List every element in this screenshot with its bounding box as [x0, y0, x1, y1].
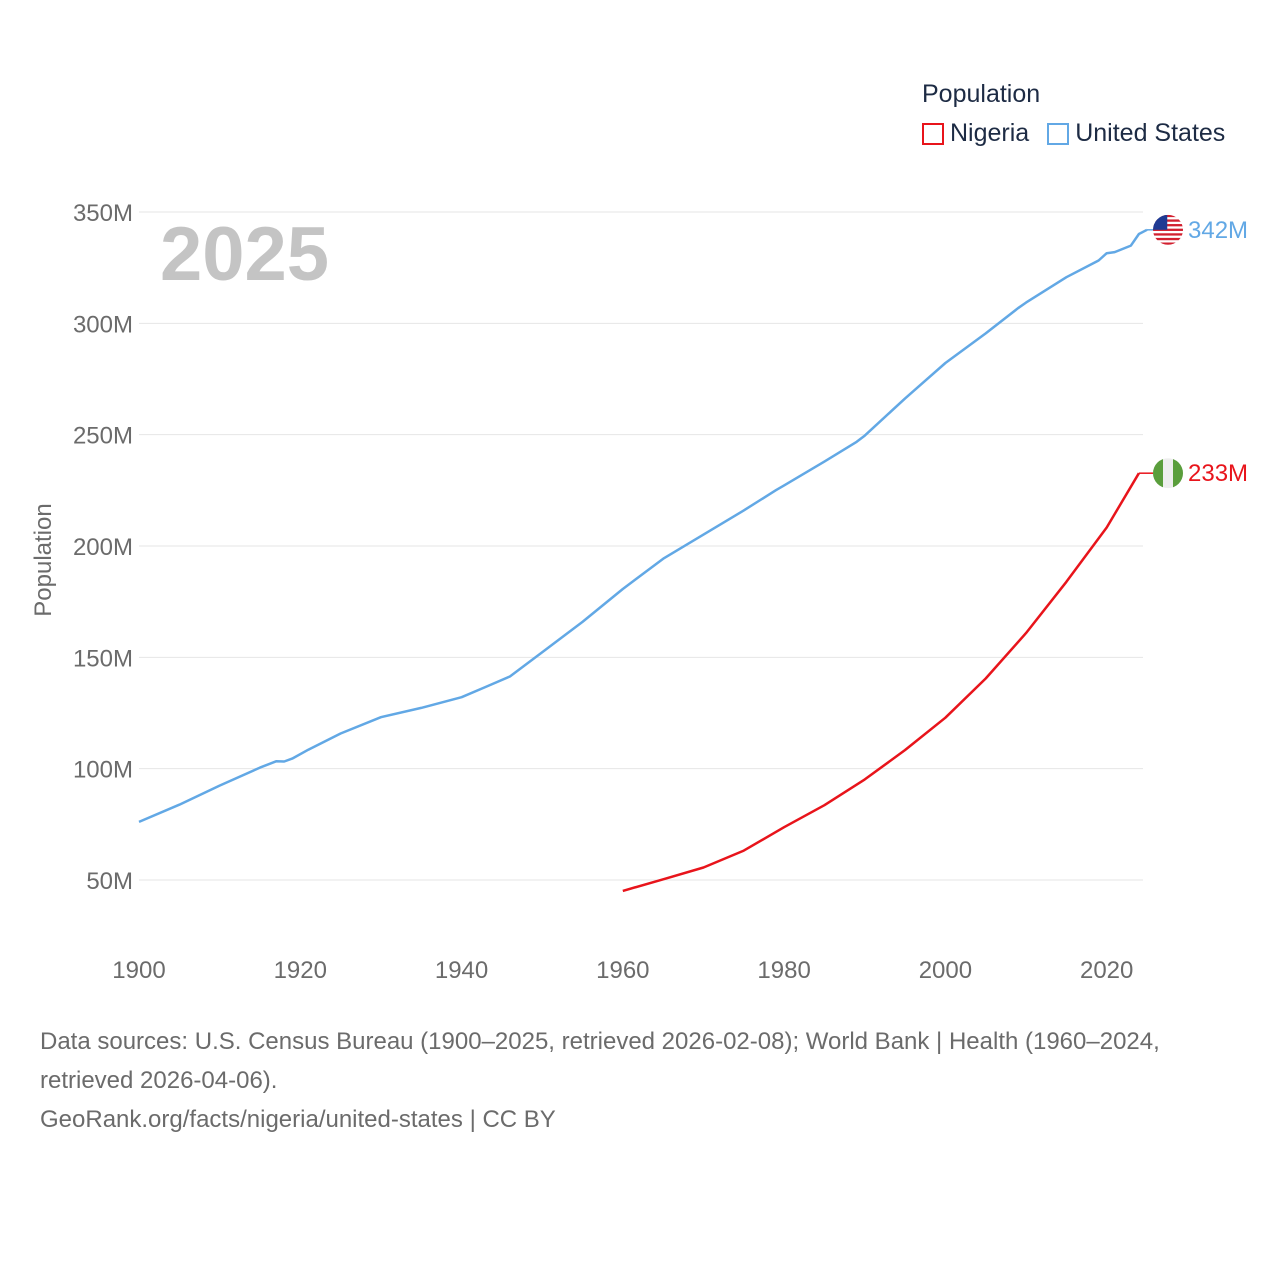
x-tick-label: 1900 — [112, 957, 165, 984]
legend-swatch-united-states — [1047, 122, 1070, 145]
y-tick-label: 350M — [73, 200, 133, 227]
current-year-label: 2025 — [160, 212, 329, 297]
x-tick-label: 1920 — [274, 957, 327, 984]
legend-swatch-nigeria — [922, 122, 944, 145]
end-value-label-nigeria: 233M — [1188, 460, 1248, 487]
credit-link[interactable]: GeoRank.org/facts/nigeria/united-states … — [40, 1106, 556, 1133]
x-tick-label: 1940 — [435, 957, 488, 984]
legend-title: Population — [922, 80, 1041, 108]
y-tick-label: 50M — [86, 868, 133, 895]
end-value-label-united-states: 342M — [1188, 217, 1248, 244]
x-tick-label: 1980 — [757, 957, 810, 984]
legend-item-united-states[interactable]: United States — [1047, 119, 1225, 148]
data-sources-text: Data sources: U.S. Census Bureau (1900–2… — [40, 1028, 1160, 1094]
y-tick-label: 250M — [73, 423, 133, 450]
y-tick-label: 200M — [73, 534, 133, 561]
y-tick-label: 300M — [73, 311, 133, 338]
series-line-nigeria — [622, 472, 1140, 893]
x-tick-label: 2020 — [1080, 957, 1133, 984]
gridlines — [139, 211, 1143, 881]
series-lines — [138, 228, 1148, 893]
x-tick-label: 2000 — [919, 957, 972, 984]
series-end-labels: 342M 233M — [1138, 214, 1248, 489]
y-tick-label: 150M — [73, 645, 133, 672]
x-axis-ticks: 1900 1920 1940 1960 1980 2000 2020 — [112, 957, 1133, 984]
legend: Population Nigeria United States — [922, 80, 1225, 148]
legend-label-united-states: United States — [1075, 119, 1226, 147]
nigeria-flag-icon — [1153, 458, 1183, 489]
x-tick-label: 1960 — [596, 957, 649, 984]
series-line-united-states — [138, 228, 1148, 824]
y-axis-label: Population — [30, 503, 57, 616]
legend-label-nigeria: Nigeria — [950, 119, 1030, 147]
y-axis-ticks: 50M 100M 150M 200M 250M 300M 350M — [73, 200, 133, 895]
y-tick-label: 100M — [73, 757, 133, 784]
legend-item-nigeria[interactable]: Nigeria — [922, 119, 1029, 148]
footer: Data sources: U.S. Census Bureau (1900–2… — [40, 1022, 1250, 1139]
us-flag-icon — [1153, 214, 1183, 245]
